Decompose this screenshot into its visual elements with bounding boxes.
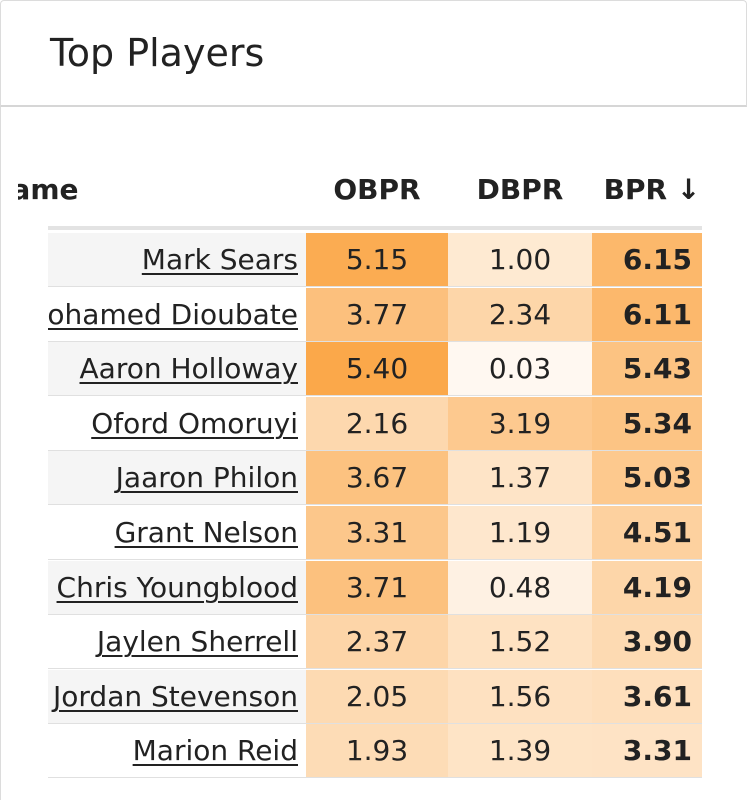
- player-name-link[interactable]: Jaylen Sherrell: [96, 625, 298, 659]
- bpr-cell: 3.90: [592, 615, 702, 669]
- player-name-cell: Jordan Stevenson: [48, 669, 306, 723]
- player-name-link[interactable]: Jaaron Philon: [115, 461, 298, 495]
- bpr-cell: 5.34: [592, 396, 702, 450]
- player-name-cell: Jaylen Sherrell: [48, 615, 306, 669]
- obpr-cell: 5.40: [306, 342, 448, 396]
- obpr-cell: 2.05: [306, 669, 448, 723]
- dbpr-cell: 0.48: [448, 560, 592, 614]
- bpr-cell: 4.51: [592, 506, 702, 559]
- obpr-cell: 3.77: [306, 287, 448, 341]
- table-row: Chris Youngblood 3.71 0.48 4.19: [48, 560, 702, 615]
- obpr-cell: 3.71: [306, 560, 448, 614]
- bpr-cell: 4.19: [592, 560, 702, 614]
- sort-descending-icon: ↓: [676, 173, 701, 206]
- player-name-cell: Grant Nelson: [48, 506, 306, 559]
- dbpr-cell: 1.19: [448, 506, 592, 559]
- column-header-obpr[interactable]: OBPR: [333, 173, 421, 206]
- obpr-cell: 3.67: [306, 451, 448, 505]
- obpr-cell: 1.93: [306, 724, 448, 778]
- dbpr-cell: 3.19: [448, 396, 592, 450]
- obpr-cell: 2.16: [306, 396, 448, 450]
- dbpr-cell: 1.37: [448, 451, 592, 505]
- table-row: Jaylen Sherrell 2.37 1.52 3.90: [48, 615, 702, 670]
- table-row: Jordan Stevenson 2.05 1.56 3.61: [48, 669, 702, 724]
- column-header-name[interactable]: Name: [18, 173, 79, 206]
- dbpr-cell: 1.52: [448, 615, 592, 669]
- players-card-header: Top Players: [0, 0, 747, 107]
- obpr-cell: 5.15: [306, 233, 448, 286]
- player-name-cell: Mohamed Dioubate: [48, 287, 306, 341]
- table-row: Marion Reid 1.93 1.39 3.31: [48, 724, 702, 779]
- table-row: Grant Nelson 3.31 1.19 4.51: [48, 506, 702, 560]
- player-name-link[interactable]: Marion Reid: [132, 734, 298, 768]
- dbpr-cell: 1.39: [448, 724, 592, 778]
- bpr-cell: 6.15: [592, 233, 702, 286]
- obpr-cell: 2.37: [306, 615, 448, 669]
- dbpr-cell: 1.56: [448, 669, 592, 723]
- dbpr-cell: 1.00: [448, 233, 592, 286]
- bpr-cell: 5.03: [592, 451, 702, 505]
- player-name-link[interactable]: Grant Nelson: [114, 516, 298, 549]
- player-name-link[interactable]: Mohamed Dioubate: [48, 297, 298, 331]
- bpr-cell: 6.11: [592, 287, 702, 341]
- card-left-border: [0, 107, 1, 800]
- player-name-link[interactable]: Mark Sears: [141, 243, 298, 276]
- table-row: Aaron Holloway 5.40 0.03 5.43: [48, 342, 702, 397]
- bpr-cell: 5.43: [592, 342, 702, 396]
- dbpr-cell: 0.03: [448, 342, 592, 396]
- table-row: Mohamed Dioubate 3.77 2.34 6.11: [48, 287, 702, 342]
- player-name-link[interactable]: Chris Youngblood: [56, 570, 298, 604]
- card-title: Top Players: [50, 31, 265, 75]
- player-name-cell: Aaron Holloway: [48, 342, 306, 396]
- bpr-cell: 3.61: [592, 669, 702, 723]
- column-header-bpr[interactable]: BPR ↓: [592, 160, 712, 220]
- table-row: Mark Sears 5.15 1.00 6.15: [48, 233, 702, 287]
- column-header-bpr-label: BPR: [603, 173, 668, 206]
- player-name-cell: Oford Omoruyi: [48, 396, 306, 450]
- bpr-cell: 3.31: [592, 724, 702, 778]
- player-name-link[interactable]: Aaron Holloway: [79, 352, 299, 386]
- dbpr-cell: 2.34: [448, 287, 592, 341]
- player-name-cell: Jaaron Philon: [48, 451, 306, 505]
- players-table: Name OBPR DBPR BPR ↓ Mark Sears5.151.006…: [0, 160, 749, 800]
- player-name-link[interactable]: Jordan Stevenson: [53, 679, 298, 713]
- table-row: Oford Omoruyi 2.16 3.19 5.34: [48, 396, 702, 451]
- player-name-link[interactable]: Oford Omoruyi: [91, 406, 298, 440]
- player-name-cell: Mark Sears: [48, 233, 306, 286]
- table-row: Jaaron Philon 3.67 1.37 5.03: [48, 451, 702, 506]
- obpr-cell: 3.31: [306, 506, 448, 559]
- player-name-cell: Marion Reid: [48, 724, 306, 778]
- player-name-cell: Chris Youngblood: [48, 560, 306, 614]
- column-header-dbpr[interactable]: DBPR: [476, 173, 564, 206]
- header-divider: [48, 226, 702, 230]
